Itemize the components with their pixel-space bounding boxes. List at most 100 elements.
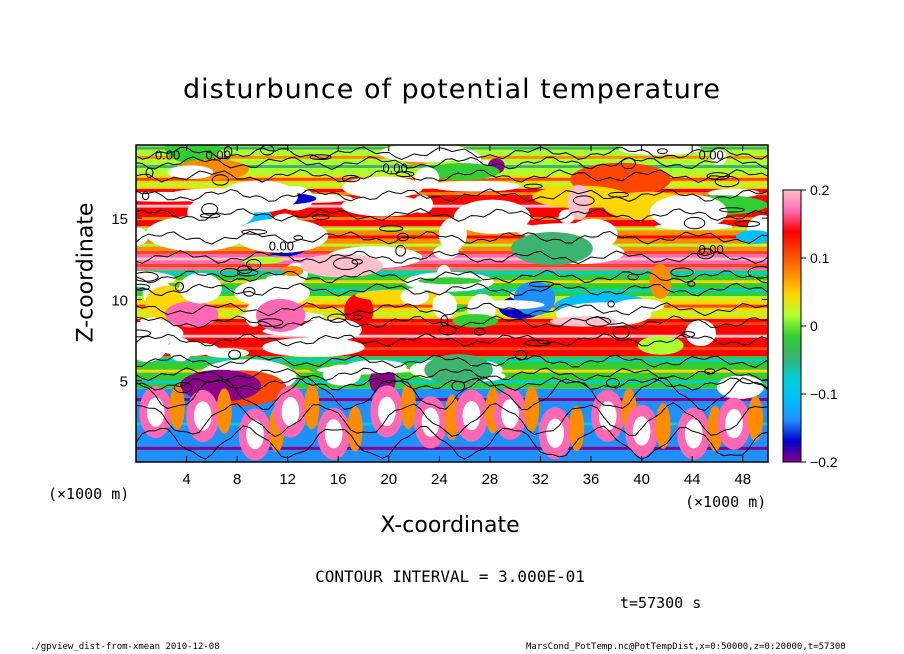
heatmap-stripe [136, 334, 768, 338]
x-ticks: 4 8 12 16 20 24 28 32 36 40 44 48 [182, 145, 751, 488]
heatmap-stripe [136, 192, 768, 196]
contour-line [136, 367, 768, 382]
heatmap-patch [240, 256, 284, 264]
heatmap-cell-edge [347, 406, 363, 452]
contour-line [136, 269, 768, 284]
heatmap-cell-core [377, 396, 396, 426]
contour-loop [524, 339, 551, 347]
contour-label: 0.00 [206, 148, 231, 163]
time-stamp: t=57300 s [620, 594, 702, 612]
x-tick-label: 8 [233, 471, 241, 488]
contour-loop [395, 170, 415, 178]
contour-loop [201, 202, 218, 216]
contour-loop [612, 326, 630, 339]
colorbar-tick-label: 0 [810, 318, 818, 334]
heatmap-patch [454, 199, 531, 234]
heatmap-cell-core [281, 396, 300, 427]
contour-line [136, 250, 768, 265]
plot-frame [135, 144, 769, 463]
x-tick-label: 16 [330, 471, 347, 488]
contour-line [136, 207, 768, 222]
heatmap-patch [234, 218, 329, 253]
contour-lines: 0.00 0.00 0.00 0.00 0.00 0.00 [136, 145, 768, 460]
heatmap-patch [425, 163, 500, 181]
contour-loop [228, 349, 242, 360]
contour-line [136, 377, 768, 391]
contour-loop [608, 191, 629, 198]
contour-loop [136, 329, 152, 338]
x-tick-label: 12 [279, 471, 296, 488]
heatmap-cell-core [246, 419, 264, 450]
heatmap-patch [342, 176, 424, 199]
heatmap-cell-core [725, 408, 743, 439]
x-tick-label: 48 [734, 471, 751, 488]
heatmap-patch [341, 195, 426, 217]
y-tick-label: 5 [120, 374, 128, 391]
x-axis-label: X-coordinate [380, 513, 520, 538]
contour-label: 0.00 [698, 148, 723, 163]
heatmap-patch [711, 149, 727, 166]
heatmap-cell-core [501, 399, 519, 429]
contour-loop [136, 271, 159, 282]
contour-loop [523, 183, 543, 189]
contour-line [136, 333, 768, 347]
heatmap-patch [685, 319, 717, 347]
heatmap-patch [378, 145, 473, 163]
contour-loop [719, 207, 745, 213]
contour-loop [211, 174, 229, 186]
heatmap-patch [400, 288, 429, 306]
heatmap-field [136, 145, 768, 462]
contour-loop [572, 195, 595, 206]
colorbar [782, 189, 802, 463]
heatmap-patch [165, 301, 219, 328]
contour-label: 0.00 [698, 242, 723, 257]
contour-loop [528, 280, 555, 288]
contour-loop [605, 377, 620, 388]
heatmap-stripe [136, 347, 768, 351]
contour-loop [696, 248, 715, 260]
contour-loop [607, 300, 615, 308]
heatmap-cell-edge [523, 386, 540, 432]
contour-loop [657, 148, 668, 155]
heatmap-patch [179, 273, 222, 304]
heatmap-patch [614, 298, 665, 313]
y-tick-label: 10 [111, 292, 128, 309]
contour-loop [311, 214, 330, 220]
contour-loop [687, 281, 696, 287]
heatmap-patch [282, 266, 304, 277]
heatmap-cell-edge [216, 388, 232, 434]
contour-line [136, 230, 768, 245]
heatmap-patch [438, 218, 467, 252]
contour-loop [747, 266, 768, 279]
contour-line [136, 354, 768, 369]
contour-loop [378, 225, 404, 232]
contour-loop [585, 316, 612, 327]
heatmap-patch [418, 277, 482, 285]
heatmap-patch [204, 348, 250, 358]
heatmap-patch [567, 184, 591, 220]
contour-loop [333, 257, 359, 271]
contour-loop [219, 268, 241, 278]
heatmap-patch [424, 354, 493, 386]
contour-loop [438, 324, 457, 336]
contour-loop [670, 267, 694, 278]
heatmap-patch [167, 165, 214, 180]
x-tick-label: 32 [532, 471, 549, 488]
contour-loop [236, 269, 259, 277]
contour-interval-text: CONTOUR INTERVAL = 3.000E-01 [315, 567, 585, 586]
heatmap-patch [145, 215, 248, 252]
heatmap-patch [649, 194, 728, 230]
y-tick-label: 15 [111, 211, 128, 228]
contour-line [136, 315, 768, 330]
contour-line [136, 282, 768, 297]
heatmap-patch [255, 298, 306, 332]
heatmap-stripe [136, 257, 768, 261]
contour-loop [327, 313, 347, 323]
heatmap-patch [432, 292, 457, 320]
chart-title: disturbunce of potential temperature [183, 74, 721, 105]
x-tick-label: 24 [431, 471, 448, 488]
contour-line [136, 169, 768, 183]
contour-loop [223, 145, 233, 158]
heatmap-patch [164, 145, 221, 164]
heatmap-patch [430, 180, 521, 192]
